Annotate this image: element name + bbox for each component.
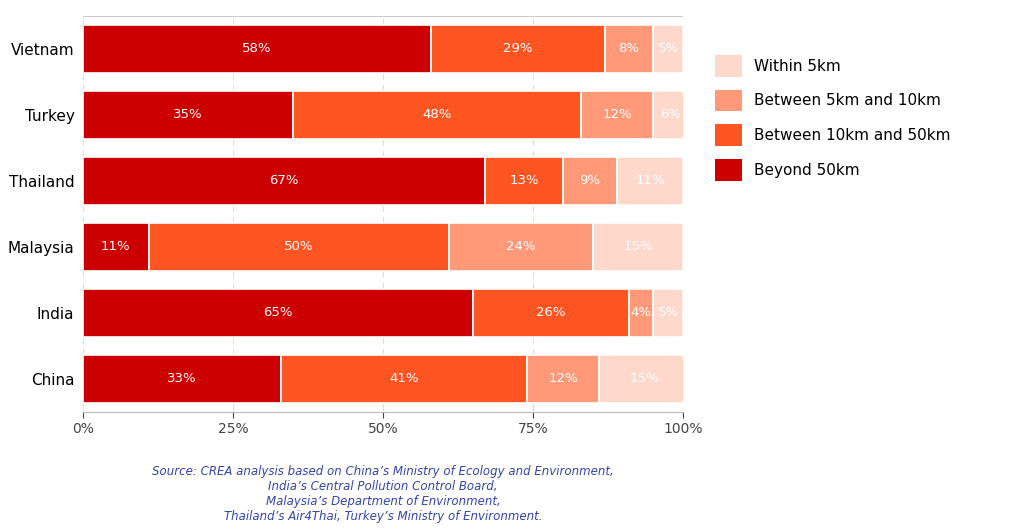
Text: 4%: 4% xyxy=(630,306,652,319)
Text: 8%: 8% xyxy=(619,42,640,55)
Text: 35%: 35% xyxy=(173,108,203,121)
Text: 24%: 24% xyxy=(506,240,536,253)
Text: 13%: 13% xyxy=(509,174,539,187)
Text: 48%: 48% xyxy=(422,108,451,121)
Bar xyxy=(83,157,485,205)
Bar xyxy=(431,25,605,73)
Legend: Within 5km, Between 5km and 10km, Between 10km and 50km, Beyond 50km: Within 5km, Between 5km and 10km, Betwee… xyxy=(715,55,951,181)
Text: 15%: 15% xyxy=(623,240,653,253)
Text: Source: CREA analysis based on China’s Ministry of Ecology and Environment,
Indi: Source: CREA analysis based on China’s M… xyxy=(152,465,614,523)
Bar xyxy=(563,157,617,205)
Bar xyxy=(653,91,689,139)
Text: 58%: 58% xyxy=(242,42,271,55)
Text: 67%: 67% xyxy=(269,174,299,187)
Bar xyxy=(280,355,527,402)
Bar xyxy=(593,223,683,270)
Bar xyxy=(653,25,683,73)
Bar xyxy=(293,91,581,139)
Bar xyxy=(83,289,473,337)
Bar xyxy=(83,355,280,402)
Text: 41%: 41% xyxy=(389,372,419,385)
Text: 5%: 5% xyxy=(657,306,679,319)
Bar xyxy=(473,289,629,337)
Text: 26%: 26% xyxy=(536,306,566,319)
Text: 11%: 11% xyxy=(101,240,130,253)
Bar xyxy=(629,289,653,337)
Text: 5%: 5% xyxy=(657,42,679,55)
Text: 33%: 33% xyxy=(167,372,197,385)
Bar xyxy=(83,223,149,270)
Bar xyxy=(83,25,431,73)
Bar xyxy=(527,355,599,402)
Text: 50%: 50% xyxy=(285,240,314,253)
Text: 65%: 65% xyxy=(263,306,293,319)
Text: 12%: 12% xyxy=(549,372,578,385)
Text: 29%: 29% xyxy=(503,42,533,55)
Text: 12%: 12% xyxy=(602,108,632,121)
Bar xyxy=(449,223,593,270)
Bar xyxy=(149,223,449,270)
Bar xyxy=(581,91,653,139)
Bar xyxy=(617,157,683,205)
Text: 15%: 15% xyxy=(629,372,659,385)
Bar xyxy=(485,157,563,205)
Bar xyxy=(599,355,689,402)
Text: 9%: 9% xyxy=(580,174,600,187)
Bar xyxy=(83,91,293,139)
Bar xyxy=(653,289,683,337)
Text: 11%: 11% xyxy=(635,174,664,187)
Bar xyxy=(605,25,653,73)
Text: 6%: 6% xyxy=(660,108,682,121)
